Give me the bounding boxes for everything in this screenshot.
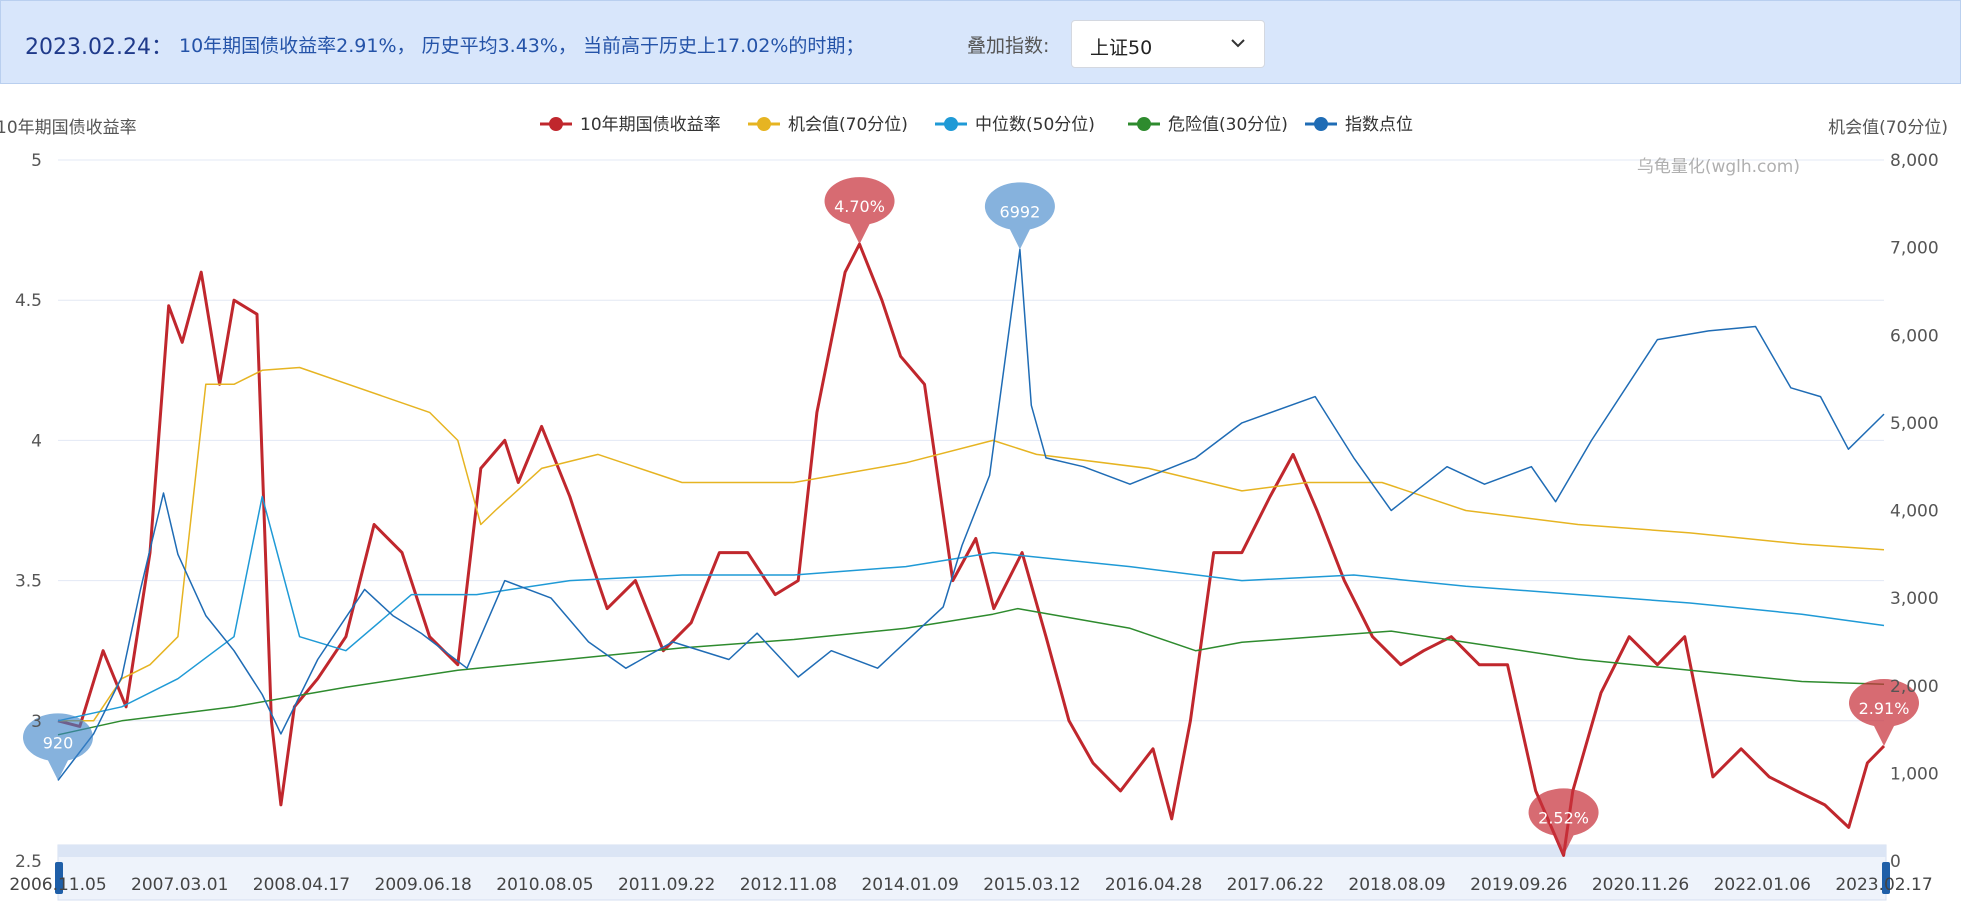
chevron-down-icon — [1231, 39, 1245, 48]
summary-date: 2023.02.24： — [25, 35, 173, 60]
legend-label: 中位数(50分位) — [975, 115, 1095, 135]
right-axis-tick: 1,000 — [1890, 764, 1939, 784]
legend-label: 危险值(30分位) — [1168, 115, 1288, 135]
navigator-left-handle[interactable] — [55, 862, 63, 894]
right-axis-tick: 3,000 — [1890, 589, 1939, 609]
annotation-label: 4.70% — [834, 197, 885, 216]
annotation-label: 2.91% — [1859, 699, 1910, 718]
series-line-4 — [57, 248, 1885, 781]
x-axis-tick: 2014.01.09 — [861, 875, 958, 895]
x-axis-tick: 2018.08.09 — [1348, 875, 1445, 895]
left-axis-tick: 4 — [31, 431, 42, 451]
legend-marker — [757, 117, 771, 131]
annotation-label: 920 — [43, 733, 74, 752]
right-axis-tick: 4,000 — [1890, 502, 1939, 522]
watermark: 乌龟量化(wglh.com) — [1637, 157, 1800, 177]
left-axis-tick: 5 — [31, 151, 42, 171]
left-axis-tick: 4.5 — [15, 291, 42, 311]
annotation-label: 6992 — [1000, 202, 1041, 221]
right-axis-tick: 5,000 — [1890, 414, 1939, 434]
legend-label: 机会值(70分位) — [788, 115, 908, 135]
series-line-1 — [58, 366, 1885, 722]
x-axis-tick: 2006.11.05 — [9, 875, 106, 895]
x-axis-tick: 2009.06.18 — [375, 875, 472, 895]
left-axis-title: 10年期国债收益率 — [0, 118, 137, 138]
x-axis-tick: 2010.08.05 — [496, 875, 593, 895]
navigator-scrollbar — [58, 845, 1886, 857]
right-axis-tick: 2,000 — [1890, 677, 1939, 697]
annotation-pin — [984, 182, 1055, 250]
left-axis-tick: 3 — [31, 712, 42, 732]
x-axis-tick: 2012.11.08 — [740, 875, 837, 895]
overlay-index-select[interactable]: 上证50 — [1071, 20, 1265, 68]
annotation-label: 2.52% — [1538, 808, 1589, 827]
right-axis-tick: 8,000 — [1890, 151, 1939, 171]
legend-marker — [549, 117, 563, 131]
series-line-3 — [57, 607, 1885, 736]
x-axis-tick: 2015.03.12 — [983, 875, 1080, 895]
x-axis-tick: 2008.04.17 — [253, 875, 350, 895]
right-axis-tick: 7,000 — [1890, 239, 1939, 259]
summary-description: 10年期国债收益率2.91%， 历史平均3.43%， 当前高于历史上17.02%… — [179, 35, 865, 57]
left-axis-tick: 2.5 — [15, 852, 42, 872]
right-axis-tick: 6,000 — [1890, 326, 1939, 346]
x-axis-tick: 2019.09.26 — [1470, 875, 1567, 895]
annotation-pin — [23, 713, 93, 781]
left-axis-tick: 3.5 — [15, 572, 42, 592]
series-line-0 — [57, 242, 1886, 857]
annotation-pin — [824, 177, 895, 245]
overlay-index-value: 上证50 — [1090, 37, 1153, 59]
x-axis-tick: 2022.01.06 — [1714, 875, 1811, 895]
legend-marker — [944, 117, 958, 131]
summary-bar: 2023.02.24： 10年期国债收益率2.91%， 历史平均3.43%， 当… — [0, 0, 1961, 84]
x-axis-tick: 2020.11.26 — [1592, 875, 1689, 895]
x-axis-tick: 2017.06.22 — [1227, 875, 1324, 895]
overlay-index-label: 叠加指数: — [967, 35, 1050, 57]
legend-marker — [1314, 117, 1328, 131]
annotation-pin — [1528, 788, 1599, 856]
right-axis-tick: 0 — [1890, 852, 1901, 872]
legend-marker — [1137, 117, 1151, 131]
x-axis-tick: 2007.03.01 — [131, 875, 228, 895]
series-line-2 — [57, 495, 1885, 722]
right-axis-title: 机会值(70分位) — [1828, 118, 1948, 138]
x-axis-tick: 2023.02.17 — [1835, 875, 1932, 895]
navigator-right-handle[interactable] — [1882, 862, 1890, 894]
legend-label: 指数点位 — [1345, 115, 1413, 135]
x-axis-tick: 2016.04.28 — [1105, 875, 1202, 895]
x-axis-tick: 2011.09.22 — [618, 875, 715, 895]
legend-label: 10年期国债收益率 — [580, 115, 721, 135]
annotation-pin — [1848, 679, 1919, 747]
